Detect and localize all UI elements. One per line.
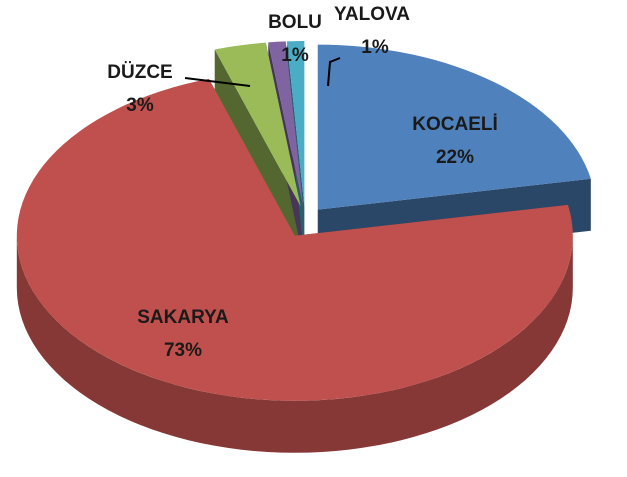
leader-line — [327, 57, 341, 87]
slice-tops — [16, 41, 591, 401]
slice-walls — [16, 235, 573, 453]
slice-value-label: 1% — [281, 45, 309, 66]
labels: KOCAELİ 22% SAKARYA 73% DÜZCE 3% BOLU 1% YALOVA 1… — [107, 4, 497, 361]
slice-label: SAKARYA — [137, 307, 229, 328]
slice-side — [214, 49, 301, 259]
slice — [286, 41, 305, 207]
slice-label: BOLU — [268, 12, 322, 33]
slice — [317, 44, 591, 210]
slice-label: YALOVA — [334, 4, 410, 25]
slice-wall — [16, 235, 573, 453]
slice-value-label: 1% — [361, 37, 389, 58]
slice — [268, 41, 304, 207]
slice-value-label: 3% — [126, 95, 154, 116]
slice-value-label: 22% — [436, 147, 474, 168]
slice — [16, 78, 573, 401]
leader-line — [184, 77, 251, 87]
slice-label: DÜZCE — [107, 62, 172, 83]
slice-label: KOCAELİ — [412, 114, 498, 135]
slice-value-label: 73% — [164, 340, 202, 361]
